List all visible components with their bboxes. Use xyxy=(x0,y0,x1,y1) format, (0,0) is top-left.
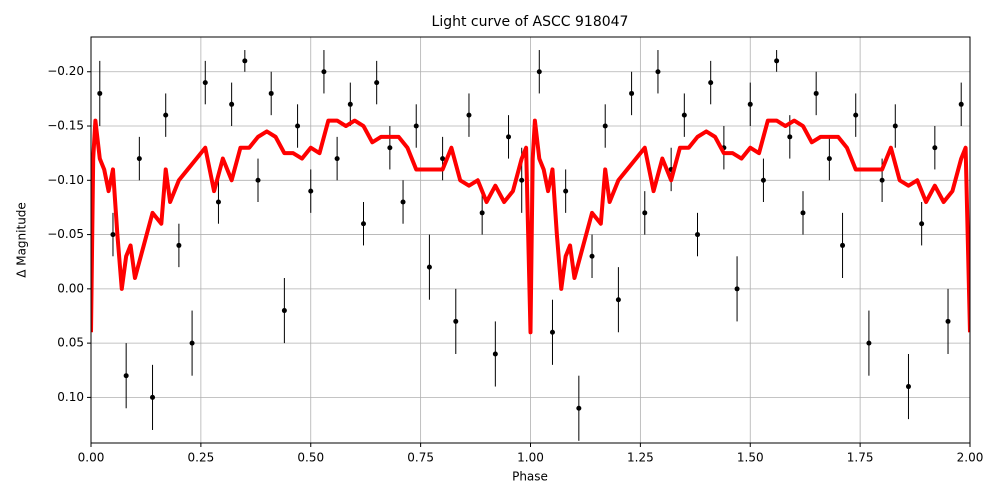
data-point xyxy=(163,112,169,118)
data-point xyxy=(549,329,555,335)
data-point xyxy=(123,373,129,379)
data-point xyxy=(695,232,701,238)
data-point xyxy=(840,242,846,248)
data-point xyxy=(189,340,195,346)
data-point xyxy=(629,90,635,96)
data-point xyxy=(905,384,911,390)
data-point xyxy=(774,58,780,64)
data-point xyxy=(932,145,938,151)
data-point xyxy=(892,123,898,129)
data-point xyxy=(536,69,542,75)
data-point xyxy=(563,188,569,194)
data-point xyxy=(229,101,235,107)
x-tick-label: 1.50 xyxy=(737,451,764,465)
x-tick-label: 0.50 xyxy=(297,451,324,465)
chart-title: Light curve of ASCC 918047 xyxy=(432,14,629,30)
data-point xyxy=(945,318,951,324)
data-point xyxy=(150,394,156,400)
x-tick-label: 0.25 xyxy=(188,451,215,465)
data-point xyxy=(334,156,340,162)
data-point xyxy=(97,90,103,96)
data-point xyxy=(466,112,472,118)
data-point xyxy=(308,188,314,194)
y-tick-label: 0.05 xyxy=(57,336,84,350)
x-tick-label: 1.75 xyxy=(847,451,874,465)
data-point xyxy=(295,123,301,129)
x-tick-label: 2.00 xyxy=(957,451,984,465)
data-point xyxy=(919,221,925,227)
data-point xyxy=(602,123,608,129)
data-point xyxy=(879,177,885,183)
data-point xyxy=(958,101,964,107)
data-point xyxy=(321,69,327,75)
marks xyxy=(91,50,970,441)
data-point xyxy=(589,253,595,259)
data-point xyxy=(519,177,525,183)
data-point xyxy=(506,134,512,140)
data-point xyxy=(347,101,353,107)
data-point xyxy=(413,123,419,129)
x-tick-label: 0.75 xyxy=(407,451,434,465)
y-tick-label: −0.15 xyxy=(47,119,84,133)
data-point xyxy=(268,90,274,96)
data-point xyxy=(826,156,832,162)
y-tick-label: −0.10 xyxy=(47,173,84,187)
x-tick-label: 1.00 xyxy=(517,451,544,465)
y-tick-label: 0.10 xyxy=(57,390,84,404)
data-point xyxy=(853,112,859,118)
data-point xyxy=(787,134,793,140)
data-point xyxy=(866,340,872,346)
y-tick-label: −0.20 xyxy=(47,64,84,78)
data-point xyxy=(400,199,406,205)
data-point xyxy=(374,80,380,86)
data-point xyxy=(255,177,261,183)
data-point xyxy=(681,112,687,118)
y-tick-label: 0.00 xyxy=(57,281,84,295)
data-point xyxy=(492,351,498,357)
data-point xyxy=(655,69,661,75)
data-point xyxy=(110,232,116,238)
data-point xyxy=(242,58,248,64)
data-point xyxy=(813,90,819,96)
data-point xyxy=(576,405,582,411)
data-point xyxy=(734,286,740,292)
x-tick-label: 1.25 xyxy=(627,451,654,465)
data-point xyxy=(642,210,648,216)
data-point xyxy=(453,318,459,324)
axes: 0.00 0.25 0.50 0.75 1.00 1.25 1.50 1.75 2.00 −0.2… xyxy=(47,64,983,464)
data-point xyxy=(440,156,446,162)
data-point xyxy=(387,145,393,151)
data-point xyxy=(747,101,753,107)
data-point xyxy=(202,80,208,86)
data-point xyxy=(176,242,182,248)
smoothed-line xyxy=(91,118,970,335)
data-point xyxy=(800,210,806,216)
data-point xyxy=(479,210,485,216)
data-point xyxy=(281,308,287,314)
y-tick-label: −0.05 xyxy=(47,227,84,241)
data-point xyxy=(708,80,714,86)
data-point xyxy=(360,221,366,227)
x-tick-label: 0.00 xyxy=(78,451,105,465)
data-point xyxy=(760,177,766,183)
data-point xyxy=(215,199,221,205)
y-axis-label: Δ Magnitude xyxy=(15,202,29,278)
x-axis-label: Phase xyxy=(512,470,548,484)
data-point xyxy=(136,156,142,162)
data-point xyxy=(426,264,432,270)
data-point xyxy=(615,297,621,303)
